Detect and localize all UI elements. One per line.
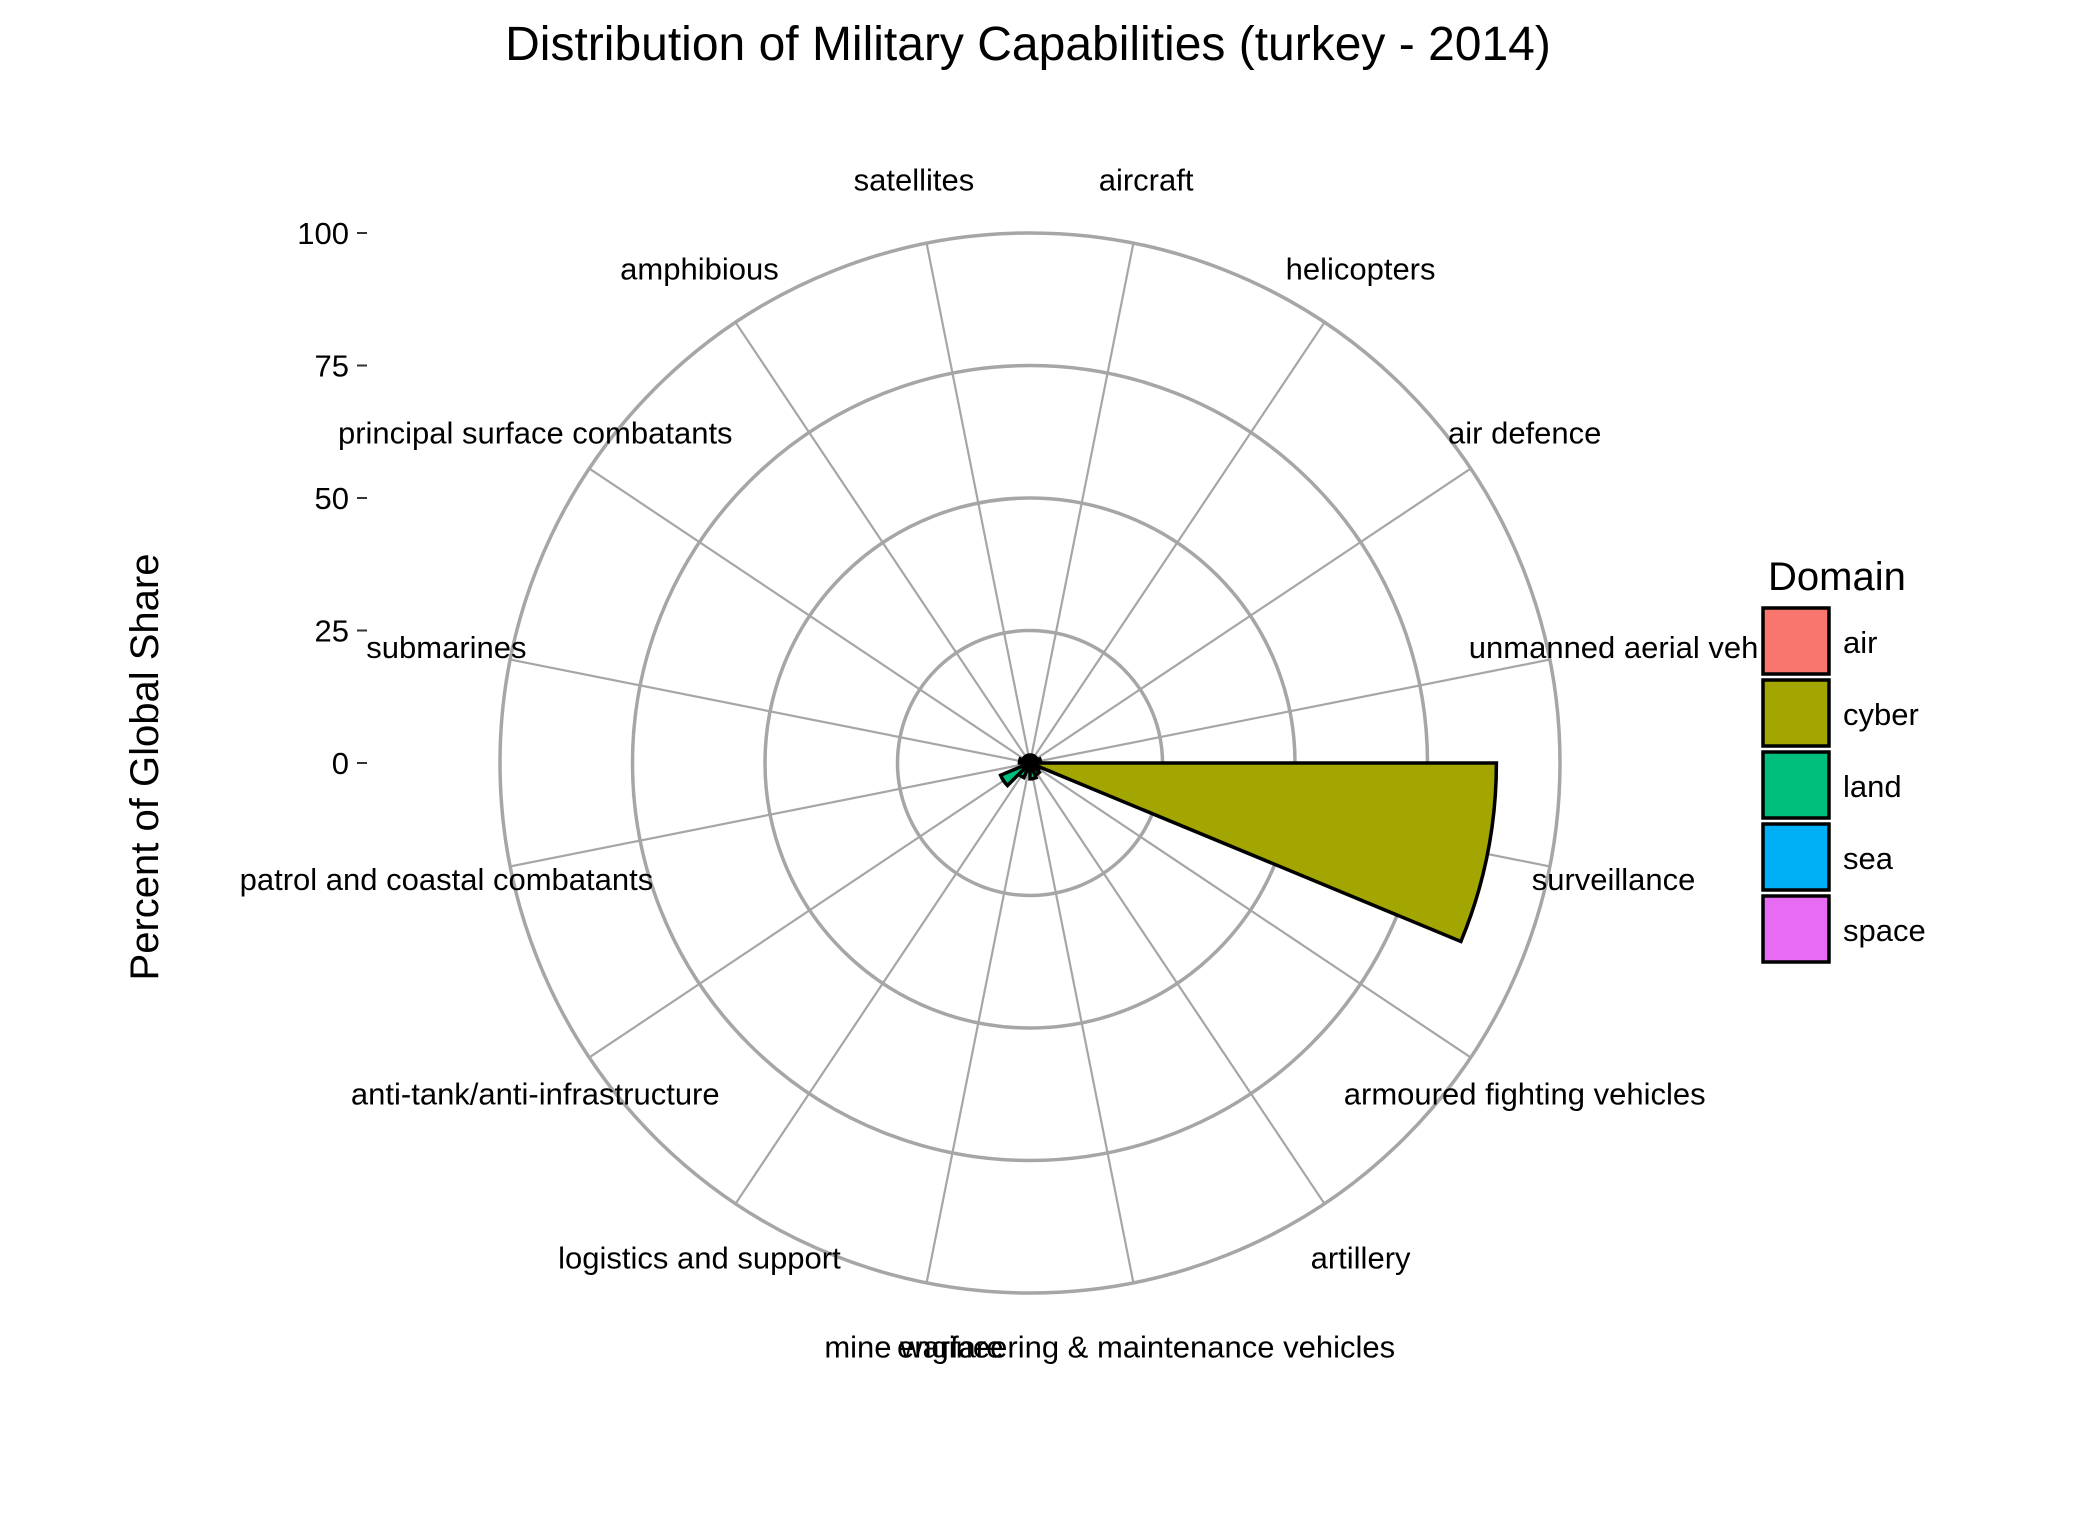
category-label: mine warfare	[824, 1330, 1003, 1365]
category-label: anti-tank/anti-infrastructure	[351, 1077, 720, 1112]
category-label: artillery	[1311, 1241, 1411, 1276]
bar-satellites	[1026, 758, 1032, 764]
grid-spoke	[1028, 242, 1135, 764]
y-tick-label: 0	[332, 746, 349, 781]
grid-spoke	[1029, 321, 1326, 764]
category-label: surveillance	[1532, 862, 1696, 897]
grid-spoke	[1028, 762, 1135, 1284]
grid-spoke	[509, 658, 1031, 765]
grid-spoke	[734, 762, 1031, 1205]
category-label: engineering & maintenance vehicles	[897, 1330, 1395, 1365]
grid-spoke	[588, 762, 1031, 1059]
y-tick-label: 75	[315, 349, 349, 384]
grid-spoke	[925, 242, 1032, 764]
legend-swatch-space	[1761, 894, 1831, 964]
legend-swatch-land	[1761, 750, 1831, 820]
legend: Domain air cyber land sea space	[1761, 555, 1926, 964]
legend-label-cyber: cyber	[1843, 697, 1919, 732]
grid-spoke	[734, 321, 1031, 764]
legend-swatch-air	[1761, 606, 1831, 676]
grid-spoke	[1029, 762, 1326, 1205]
category-label: air defence	[1448, 415, 1601, 450]
y-axis-label: Percent of Global Share	[123, 554, 167, 981]
legend-label-space: space	[1843, 913, 1926, 948]
legend-title: Domain	[1768, 555, 1906, 599]
y-tick-label: 100	[297, 216, 349, 251]
category-labels: aircraft helicopters air defence unmanned a…	[240, 162, 1759, 1364]
grid-circle-100	[498, 231, 1562, 1295]
grid-spoke	[509, 761, 1031, 868]
category-label: submarines	[366, 630, 526, 665]
category-label: unmanned aerial veh	[1469, 630, 1759, 665]
legend-label-land: land	[1843, 769, 1902, 804]
legend-swatch-cyber	[1761, 678, 1831, 748]
category-label: logistics and support	[558, 1241, 841, 1276]
y-tick-label: 50	[315, 481, 349, 516]
category-label: helicopters	[1286, 251, 1436, 286]
bar-anti-tank-anti-infrastructure	[998, 761, 1032, 788]
y-tick-label: 25	[315, 614, 349, 649]
grid-spoke	[1029, 762, 1472, 1059]
grid-spoke	[1029, 467, 1472, 764]
grid-spoke	[588, 467, 1031, 764]
legend-label-sea: sea	[1843, 841, 1894, 876]
category-label: armoured fighting vehicles	[1344, 1077, 1706, 1112]
bar-surveillance	[1029, 761, 1499, 944]
category-label: amphibious	[620, 251, 779, 286]
legend-label-air: air	[1843, 625, 1877, 660]
legend-swatch-sea	[1761, 822, 1831, 892]
category-label: patrol and coastal combatants	[240, 862, 654, 897]
legend-items: air cyber land sea space	[1761, 606, 1926, 964]
category-label: principal surface combatants	[338, 415, 733, 450]
grid-spoke	[925, 762, 1032, 1284]
category-label: satellites	[854, 162, 975, 197]
chart-title: Distribution of Military Capabilities (t…	[505, 18, 1551, 71]
bars	[998, 753, 1499, 944]
y-axis-ticks: 0 25 50 75 100	[297, 216, 367, 781]
grid-spoke	[1029, 658, 1551, 765]
category-label: aircraft	[1099, 162, 1194, 197]
